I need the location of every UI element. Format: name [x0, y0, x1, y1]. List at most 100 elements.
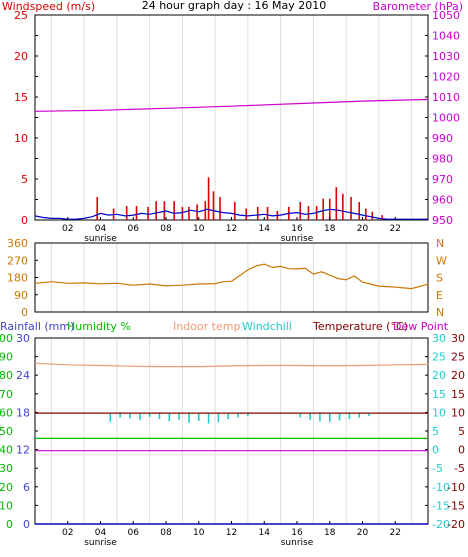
temperature-y-tick-label: 30: [451, 332, 465, 345]
windchill-y-tick-label: -5: [432, 462, 443, 475]
rainfall-y-tick-label: 12: [16, 444, 30, 457]
barometer-y-tick-label: 1000: [432, 112, 460, 125]
humidity-y-tick-label: 100: [0, 332, 13, 345]
humidity-axis-label: Humidity %: [67, 320, 131, 333]
humidity-y-tick-label: 20: [0, 481, 13, 494]
barometer-y-tick-label: 1020: [432, 71, 460, 84]
wind-x-tick-label: 22: [390, 224, 401, 234]
direction-y-tick-label: 90: [14, 289, 28, 302]
temperature-y-tick-label: 20: [451, 369, 465, 382]
windspeed-axis-label: Windspeed (m/s): [2, 0, 95, 13]
wind-x-tick-label: 08: [160, 224, 172, 234]
gust-line: [34, 208, 428, 220]
windspeed-y-tick-label: 0: [21, 214, 28, 227]
windchill-y-tick-label: -20: [432, 518, 450, 531]
windchill-y-tick-label: 25: [432, 351, 446, 364]
sunrise-label: sunrise: [281, 234, 314, 244]
temperature-y-tick-label: 5: [458, 425, 465, 438]
rainfall-y-tick-label: 0: [23, 518, 30, 531]
windchill-y-tick-label: 10: [432, 406, 446, 419]
wind-x-tick-label: 16: [291, 224, 303, 234]
direction-y-tick-label: 0: [21, 306, 28, 319]
barometer-y-tick-label: 1050: [432, 9, 460, 22]
barometer-y-tick-label: 950: [432, 214, 453, 227]
temp-x-tick-label: 02: [62, 528, 73, 538]
direction-y-tick-label: 360: [7, 237, 28, 250]
humidity-y-tick-label: 10: [0, 499, 13, 512]
windchill-y-tick-label: 5: [432, 425, 439, 438]
barometer-y-tick-label: 960: [432, 194, 453, 207]
wind-x-tick-label: 14: [259, 224, 271, 234]
temp-x-tick-label: 10: [193, 528, 205, 538]
wind-x-tick-label: 18: [324, 224, 336, 234]
wind-x-tick-label: 12: [226, 224, 237, 234]
windspeed-y-tick-label: 5: [21, 173, 28, 186]
compass-label: N: [436, 237, 444, 250]
temp-x-tick-label: 04: [95, 528, 107, 538]
barometer-y-tick-label: 990: [432, 132, 453, 145]
indoor-temp-line: [34, 362, 429, 368]
windchill-y-tick-label: 20: [432, 369, 446, 382]
rainfall-y-tick-label: 24: [16, 369, 30, 382]
barometer-y-tick-label: 1010: [432, 91, 460, 104]
sunrise-label: sunrise: [84, 234, 117, 244]
sunrise-label: sunrise: [281, 538, 314, 548]
compass-label: S: [436, 272, 443, 285]
temperature-y-tick-label: -10: [447, 481, 465, 494]
wind-x-tick-label: 04: [95, 224, 107, 234]
wind-frame: [34, 14, 429, 221]
humidity-y-tick-label: 0: [6, 518, 13, 531]
temperature-y-tick-label: -20: [447, 518, 465, 531]
windchill-y-tick-label: 30: [432, 332, 446, 345]
temp-x-tick-label: 22: [390, 528, 401, 538]
humidity-y-tick-label: 80: [0, 369, 13, 382]
rain-humidity-temperature-panel: 01020304050607080901000612182430-20-20-1…: [0, 332, 465, 548]
windspeed-y-tick-label: 20: [14, 50, 28, 63]
wind-x-tick-label: 10: [193, 224, 205, 234]
temp-x-tick-label: 06: [128, 528, 140, 538]
temp-x-tick-label: 20: [357, 528, 369, 538]
humidity-y-tick-label: 70: [0, 388, 13, 401]
windchill-y-tick-label: 0: [432, 444, 439, 457]
temperature-label: Temperature (°C): [312, 320, 408, 333]
barometer-line: [34, 98, 429, 112]
wind-x-tick-label: 06: [128, 224, 140, 234]
windspeed-y-tick-label: 10: [14, 132, 28, 145]
humidity-y-tick-label: 30: [0, 462, 13, 475]
windspeed-y-tick-label: 15: [14, 91, 28, 104]
compass-label: W: [436, 254, 447, 267]
windchill-y-tick-label: -10: [432, 481, 450, 494]
sunrise-label: sunrise: [84, 538, 117, 548]
windchill-y-tick-label: 15: [432, 388, 446, 401]
temp-x-tick-label: 12: [226, 528, 237, 538]
compass-label: E: [436, 289, 443, 302]
wind-barometer-panel: 0510152025950960970980990100010101020103…: [14, 9, 460, 244]
humidity-y-tick-label: 60: [0, 406, 13, 419]
direction-frame: [34, 242, 429, 313]
temperature-y-tick-label: 10: [451, 406, 465, 419]
windchill-y-tick-label: -15: [432, 499, 450, 512]
direction-y-tick-label: 270: [7, 254, 28, 267]
humidity-y-tick-label: 50: [0, 425, 13, 438]
temp-x-tick-label: 08: [160, 528, 172, 538]
barometer-y-tick-label: 1030: [432, 50, 460, 63]
temperature-y-tick-label: -5: [454, 462, 465, 475]
barometer-axis-label: Barometer (hPa): [373, 0, 463, 13]
indoor-temp-label: Indoor temp: [173, 320, 240, 333]
temp-x-tick-label: 16: [291, 528, 303, 538]
barometer-y-tick-label: 1040: [432, 30, 460, 43]
humidity-y-tick-label: 40: [0, 444, 13, 457]
barometer-y-tick-label: 970: [432, 173, 453, 186]
temperature-y-tick-label: 25: [451, 351, 465, 364]
windspeed-y-tick-label: 25: [14, 9, 28, 22]
wind-x-tick-label: 02: [62, 224, 73, 234]
compass-label: N: [436, 306, 444, 319]
direction-y-tick-label: 180: [7, 272, 28, 285]
temperature-y-tick-label: -15: [447, 499, 465, 512]
rainfall-y-tick-label: 18: [16, 406, 30, 419]
temperature-y-tick-label: 15: [451, 388, 465, 401]
rainfall-y-tick-label: 30: [16, 332, 30, 345]
direction-line: [34, 263, 429, 290]
